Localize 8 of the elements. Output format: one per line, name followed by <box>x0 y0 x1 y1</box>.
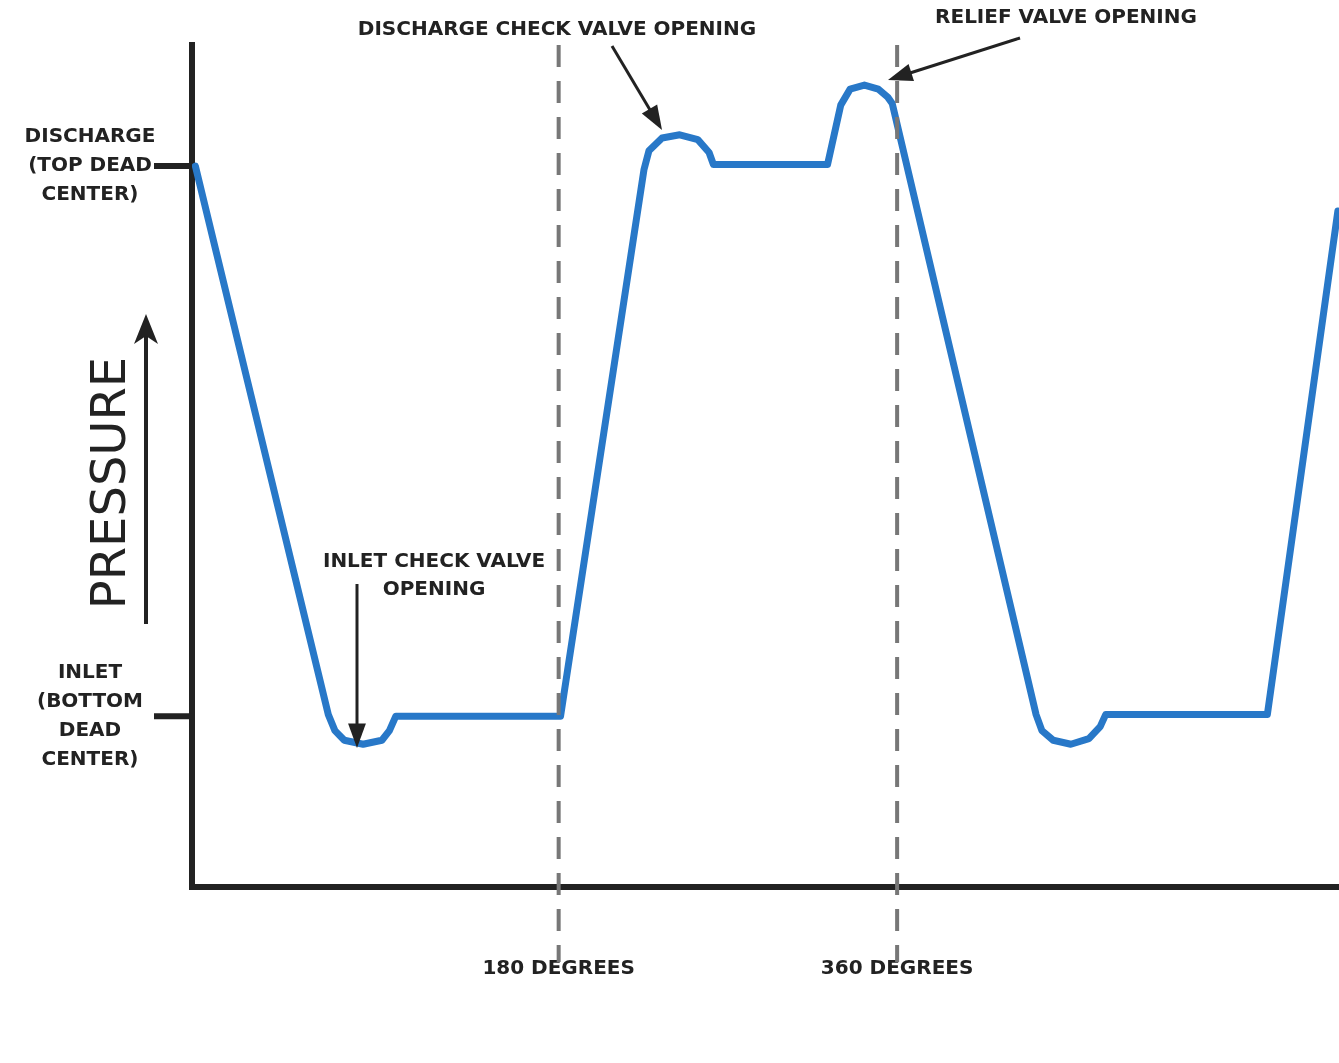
text: DISCHARGE CHECK VALVE OPENING <box>357 16 757 41</box>
ref-line-label: DISCHARGE (TOP DEAD CENTER) <box>24 123 156 206</box>
y-axis-title: PRESSURE <box>80 356 137 610</box>
annotation: INLET CHECK VALVE OPENING <box>322 548 546 601</box>
x-tick-label: 180 DEGREES <box>482 955 635 980</box>
text: RELIEF VALVE OPENING <box>935 4 1197 29</box>
x-tick-label: 360 DEGREES <box>820 955 974 980</box>
ref-line-label: INLET (BOTTOM DEAD CENTER) <box>36 658 144 770</box>
